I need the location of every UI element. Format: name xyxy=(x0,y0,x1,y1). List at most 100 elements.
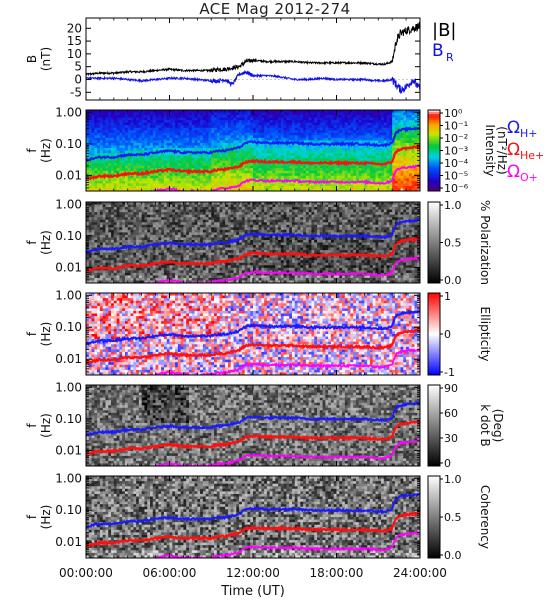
spectrogram-cell xyxy=(353,163,357,167)
spectrogram-cell xyxy=(163,145,168,149)
spectrogram-cell xyxy=(300,137,304,141)
spectrogram-cell xyxy=(97,112,101,116)
spectrogram-cell xyxy=(244,163,248,167)
spectrogram-cell xyxy=(183,173,187,177)
spectrogram-cell xyxy=(361,125,365,129)
spectrogram-cell xyxy=(258,120,262,124)
spectrogram-cell xyxy=(99,110,104,113)
spectrogram-cell xyxy=(94,120,98,124)
colorbar-cell xyxy=(428,124,440,127)
spectrogram-cell xyxy=(283,145,287,149)
spectrogram-cell xyxy=(147,277,151,281)
spectrogram-cell xyxy=(255,155,259,159)
spectrogram-cell xyxy=(113,165,118,169)
spectrogram-cell xyxy=(108,214,112,218)
spectrogram-cell xyxy=(163,120,168,124)
spectrogram-cell xyxy=(308,153,312,156)
spectrogram-cell xyxy=(147,245,151,248)
spectrogram-cell xyxy=(99,212,104,216)
spectrogram-cell xyxy=(392,120,396,124)
colorbar-cell xyxy=(428,160,440,164)
spectrogram-cell xyxy=(116,165,120,169)
spectrogram-cell xyxy=(322,117,326,121)
spectrogram-cell xyxy=(406,173,410,177)
spectrogram-cell xyxy=(202,145,207,149)
spectrogram-cell xyxy=(136,207,140,210)
spectrogram-cell xyxy=(406,178,410,182)
spectrogram-cell xyxy=(378,135,382,139)
spectrogram-cell xyxy=(250,135,254,139)
spectrogram-cell xyxy=(233,153,237,156)
spectrogram-cell xyxy=(119,255,123,259)
spectrogram-cell xyxy=(172,132,176,136)
spectrogram-cell xyxy=(355,140,360,144)
spectrogram-cell xyxy=(161,165,165,169)
spectrogram-cell xyxy=(102,158,106,162)
spectrogram-cell xyxy=(330,115,335,118)
spectrogram-cell xyxy=(105,277,109,281)
spectrogram-cell xyxy=(155,275,159,279)
spectrogram-cell xyxy=(303,125,307,129)
spectrogram-cell xyxy=(247,147,251,151)
spectrogram-cell xyxy=(180,137,184,141)
spectrogram-cell xyxy=(175,147,179,151)
spectrogram-cell xyxy=(122,170,126,174)
spectrogram-cell xyxy=(108,127,112,131)
spectrogram-cell xyxy=(250,185,254,189)
spectrogram-cell xyxy=(344,155,349,159)
spectrogram-cell xyxy=(111,257,115,261)
spectrogram-cell xyxy=(261,147,265,151)
spectrogram-cell xyxy=(113,175,118,179)
spectrogram-cell xyxy=(136,275,140,279)
spectrogram-cell xyxy=(175,132,179,136)
spectrogram-cell xyxy=(172,173,176,177)
spectrogram-cell xyxy=(130,147,134,151)
spectrogram-cell xyxy=(244,127,248,131)
spectrogram-cell xyxy=(389,132,393,136)
spectrogram-cell xyxy=(280,168,285,172)
spectrogram-cell xyxy=(403,163,407,167)
spectrogram-cell xyxy=(358,175,362,179)
spectrogram-cell xyxy=(358,178,362,182)
spectrogram-cell xyxy=(205,125,209,129)
spectrogram-cell xyxy=(136,135,140,139)
spectrogram-cell xyxy=(255,183,259,187)
spectrogram-cell xyxy=(211,130,215,134)
spectrogram-cell xyxy=(355,137,360,141)
spectrogram-cell xyxy=(355,115,360,118)
spectrogram-cell xyxy=(258,142,262,146)
spectrogram-cell xyxy=(294,110,298,113)
spectrogram-cell xyxy=(147,185,151,189)
spectrogram-cell xyxy=(163,117,168,121)
spectrogram-cell xyxy=(308,173,312,177)
spectrogram-cell xyxy=(133,232,137,236)
spectrogram-cell xyxy=(152,217,156,221)
spectrogram-cell xyxy=(144,272,148,276)
spectrogram-cell xyxy=(177,153,182,156)
spectrogram-cell xyxy=(236,173,240,177)
spectrogram-cell xyxy=(88,242,92,246)
spectrogram-cell xyxy=(233,117,237,121)
spectrogram-cell xyxy=(222,115,226,118)
spectrogram-cell xyxy=(317,185,321,189)
spectrogram-cell xyxy=(144,207,148,210)
spectrogram-cell xyxy=(102,127,106,131)
spectrogram-cell xyxy=(311,110,315,113)
spectrogram-cell xyxy=(97,217,101,221)
spectrogram-cell xyxy=(353,147,357,151)
spectrogram-cell xyxy=(244,188,248,191)
spectrogram-cell xyxy=(194,122,198,126)
spectrogram-cell xyxy=(113,280,118,283)
spectrogram-cell xyxy=(163,127,168,131)
spectrogram-cell xyxy=(130,234,134,238)
spectrogram-cell xyxy=(372,178,376,182)
spectrogram-cell xyxy=(372,188,376,191)
spectrogram-cell xyxy=(211,160,215,164)
spectrogram-cell xyxy=(239,160,243,164)
spectrogram-cell xyxy=(183,127,187,131)
spectrogram-cell xyxy=(102,140,106,144)
spectrogram-cell xyxy=(138,260,143,264)
spectrogram-cell xyxy=(202,132,207,136)
spectrogram-cell xyxy=(330,130,335,134)
spectrogram-cell xyxy=(122,115,126,118)
